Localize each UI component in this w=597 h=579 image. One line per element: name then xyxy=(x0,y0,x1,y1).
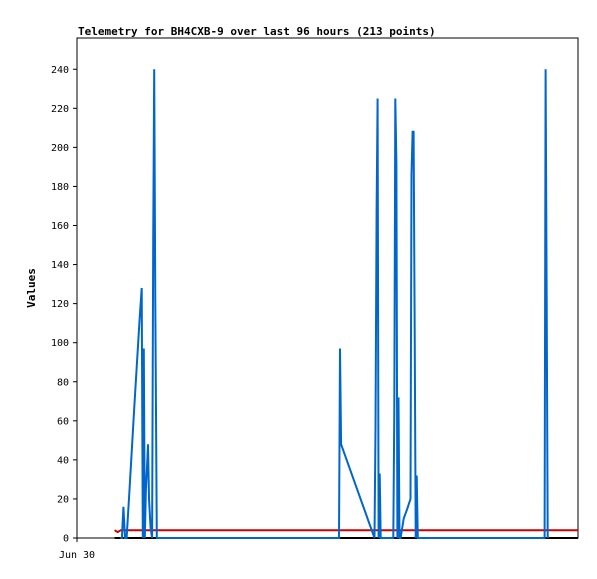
x-tick-label: Jun 30 xyxy=(59,550,95,561)
y-tick-label: 140 xyxy=(51,260,69,271)
y-tick-label: 80 xyxy=(57,377,69,388)
y-tick-label: 120 xyxy=(51,299,69,310)
y-tick-label: 160 xyxy=(51,221,69,232)
y-tick-label: 200 xyxy=(51,143,69,154)
series-line-2 xyxy=(114,529,578,534)
y-tick-label: 180 xyxy=(51,182,69,193)
y-tick-label: 220 xyxy=(51,104,69,115)
y-axis-label: Values xyxy=(25,268,38,308)
y-tick-label: 100 xyxy=(51,338,69,349)
y-tick-label: 20 xyxy=(57,494,69,505)
y-tick-label: 60 xyxy=(57,416,69,427)
y-tick-label: 240 xyxy=(51,65,69,76)
x-axis: Jun 30 xyxy=(59,538,95,561)
series-line-1 xyxy=(120,69,549,539)
y-tick-label: 0 xyxy=(63,534,69,545)
chart-title: Telemetry for BH4CXB-9 over last 96 hour… xyxy=(78,25,436,38)
series-layer xyxy=(114,69,578,539)
y-axis: 0 20 40 60 80 100 120 140 160 180 200 220 240 xyxy=(51,65,77,545)
y-tick-label: 40 xyxy=(57,455,69,466)
